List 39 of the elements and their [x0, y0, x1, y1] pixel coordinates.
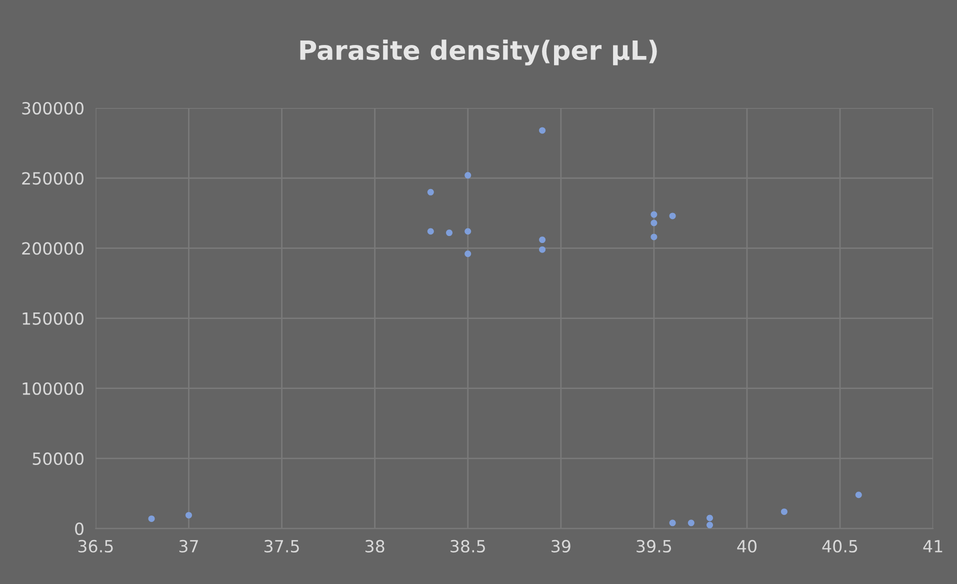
point [706, 514, 714, 522]
point [650, 220, 658, 226]
y-tick-label: 300000 [22, 102, 84, 115]
point [780, 508, 788, 515]
point [669, 212, 676, 220]
point [539, 246, 546, 253]
point [464, 228, 472, 235]
x-tick-label: 37.5 [264, 540, 299, 553]
x-tick-label: 37 [179, 540, 198, 553]
x-tick-label: 40 [737, 540, 756, 553]
x-tick-label: 40.5 [822, 540, 858, 553]
x-tick-label: 38.5 [450, 540, 485, 553]
y-tick-label: 250000 [22, 172, 84, 185]
point [446, 230, 453, 236]
point [148, 515, 155, 522]
point [650, 234, 658, 240]
point [464, 250, 472, 258]
y-tick-label: 200000 [22, 242, 84, 255]
x-tick-label: 41 [923, 540, 942, 552]
point [427, 188, 434, 196]
y-tick-label: 100000 [22, 382, 84, 395]
point [539, 236, 546, 244]
point [539, 127, 546, 134]
x-tick-label: 38 [365, 540, 384, 553]
point [427, 228, 434, 235]
point [669, 520, 676, 526]
point [464, 172, 472, 179]
y-tick-label: 150000 [22, 312, 84, 325]
x-tick-label: 39.5 [636, 540, 672, 553]
y-tick-label: 50000 [32, 452, 84, 466]
point [688, 520, 694, 526]
chart-title: Parasite density(per µL) [300, 40, 657, 66]
x-tick-label: 36.5 [78, 540, 113, 553]
point [185, 512, 192, 518]
point [855, 492, 862, 498]
point [650, 211, 658, 218]
y-tick-label: 0 [75, 522, 84, 536]
x-tick-label: 39 [552, 540, 570, 553]
point [706, 522, 714, 528]
